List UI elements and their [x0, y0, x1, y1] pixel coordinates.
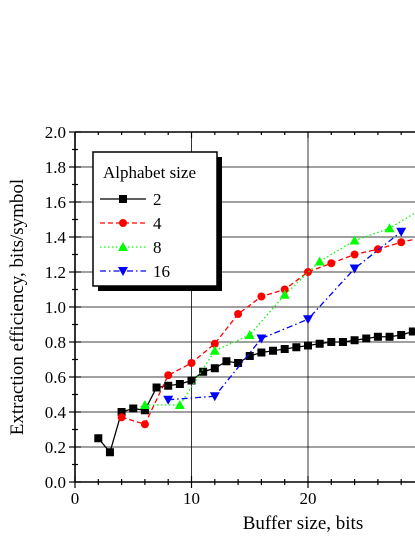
- series-line-4: [121, 238, 415, 426]
- y-tick-label: 2.0: [45, 123, 66, 142]
- data-point: [385, 332, 394, 341]
- data-point: [397, 331, 406, 339]
- legend-label: 4: [153, 214, 162, 233]
- legend-entry-4: 4: [100, 214, 162, 233]
- data-point: [234, 310, 243, 318]
- series-4: [117, 238, 415, 429]
- data-point: [187, 359, 196, 367]
- data-point: [384, 223, 395, 233]
- data-point: [199, 367, 208, 376]
- y-tick-label: 1.6: [45, 193, 66, 212]
- legend-marker: [118, 242, 128, 251]
- y-tick-label: 1.0: [45, 298, 66, 317]
- data-point: [117, 408, 126, 416]
- legend-label: 8: [153, 238, 162, 257]
- data-point: [257, 348, 266, 357]
- data-point: [373, 245, 382, 254]
- data-point: [257, 292, 266, 301]
- data-point: [350, 250, 359, 259]
- legend-title: Alphabet size: [103, 163, 196, 182]
- data-point: [163, 395, 174, 405]
- data-point: [408, 327, 415, 336]
- legend-entry-16: 16: [100, 262, 170, 281]
- data-point: [209, 392, 220, 402]
- data-point: [292, 343, 301, 352]
- data-point: [397, 238, 406, 247]
- data-point: [373, 332, 382, 341]
- y-axis-label: Extraction efficiency, bits/symbol: [7, 179, 28, 435]
- data-point: [304, 268, 312, 276]
- legend-box: [92, 151, 218, 287]
- data-point: [129, 404, 138, 413]
- data-point: [256, 334, 267, 344]
- data-point: [338, 338, 347, 346]
- y-tick-label: 0.0: [45, 473, 66, 492]
- data-point: [245, 352, 254, 360]
- tick-marks: [69, 131, 402, 488]
- data-point: [315, 339, 324, 348]
- data-point: [222, 357, 231, 366]
- data-point: [303, 315, 313, 325]
- data-point: [234, 359, 243, 367]
- data-point: [117, 413, 126, 422]
- data-point: [327, 259, 336, 268]
- data-point: [209, 345, 220, 355]
- series-2: [94, 327, 415, 457]
- y-tick-label: 0.2: [45, 438, 66, 457]
- data-point: [187, 376, 196, 385]
- data-point: [280, 285, 289, 294]
- legend-marker: [119, 219, 127, 227]
- data-point: [140, 406, 149, 415]
- data-point: [350, 336, 359, 345]
- legend-entries: 2 4 8 16: [100, 190, 170, 281]
- data-point: [244, 330, 255, 339]
- series-line-8: [144, 212, 415, 406]
- data-point: [210, 339, 219, 348]
- data-point: [279, 289, 290, 299]
- legend: Alphabet size 2 4 8 16: [92, 151, 222, 291]
- y-tick-label: 0.6: [45, 368, 66, 387]
- data-point: [280, 345, 289, 353]
- data-point: [314, 256, 325, 266]
- data-point: [175, 380, 184, 388]
- x-tick-label: 20: [300, 489, 317, 508]
- data-point: [269, 346, 278, 355]
- y-tick-label: 1.8: [45, 158, 66, 177]
- data-point: [164, 381, 173, 390]
- data-point: [396, 227, 407, 237]
- data-point: [327, 338, 336, 346]
- data-point: [105, 448, 114, 457]
- legend-marker: [118, 267, 128, 276]
- x-axis-label: Buffer size, bits: [243, 513, 364, 534]
- data-point: [362, 334, 371, 343]
- y-tick-label: 0.4: [45, 403, 67, 422]
- y-tick-label: 1.4: [45, 228, 67, 247]
- x-tick-label: 10: [183, 489, 200, 508]
- legend-label: 2: [153, 190, 162, 209]
- data-point: [304, 341, 312, 350]
- series-16: [163, 227, 407, 405]
- data-series: [94, 212, 415, 457]
- data-point: [349, 264, 360, 274]
- x-tick-label: 0: [71, 489, 80, 508]
- data-point: [139, 400, 150, 409]
- y-tick-label: 0.8: [45, 333, 66, 352]
- legend-label: 16: [153, 262, 170, 281]
- data-point: [94, 434, 103, 443]
- data-point: [164, 371, 173, 380]
- data-point: [152, 383, 161, 392]
- data-point: [349, 235, 360, 245]
- tick-labels: 0.0 0.2 0.4 0.6 0.8 1.0 1.2 1.4 1.6 1.8 2.0 0 10 20: [45, 123, 317, 508]
- legend-entry-8: 8: [100, 238, 162, 257]
- data-point: [174, 400, 185, 409]
- data-point: [140, 420, 149, 429]
- data-point: [210, 364, 219, 373]
- series-line-2: [97, 330, 414, 454]
- legend-marker: [119, 195, 127, 203]
- y-tick-label: 1.2: [45, 263, 66, 282]
- legend-entry-2: 2: [100, 190, 162, 209]
- series-8: [139, 212, 415, 409]
